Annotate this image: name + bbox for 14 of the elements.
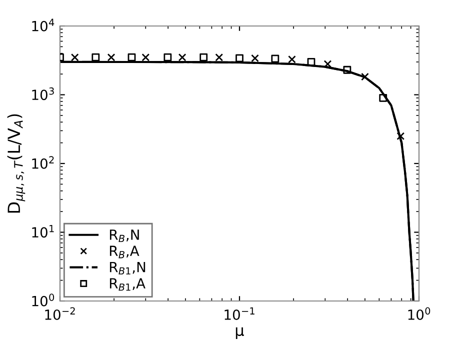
- y-tick-label: 10$^{3}$: [32, 87, 54, 100]
- legend-label: R$_{B1}$,A: [110, 278, 146, 291]
- y-tick-label: 10$^{1}$: [32, 225, 54, 238]
- legend-label: R$_{B}$,N: [110, 230, 139, 242]
- legend-label: R$_{B1}$,N: [110, 262, 146, 274]
- y-tick-label: 10$^{4}$: [32, 18, 54, 32]
- legend-label: R$_{B}$,A: [110, 246, 140, 258]
- y-tick-label: 10$^{2}$: [32, 156, 54, 169]
- y-tick-label: 10$^{0}$: [32, 294, 54, 306]
- y-axis-title: D$_{μμ,s,T}$(L/V$_{A}$): [7, 114, 26, 213]
- x-axis-title: μ: [236, 327, 244, 339]
- x-tick-label: 10$^{−2}$: [45, 307, 75, 320]
- x-tick-label: 10$^{−1}$: [224, 307, 254, 320]
- x-tick-label: 10$^{0}$: [408, 307, 430, 320]
